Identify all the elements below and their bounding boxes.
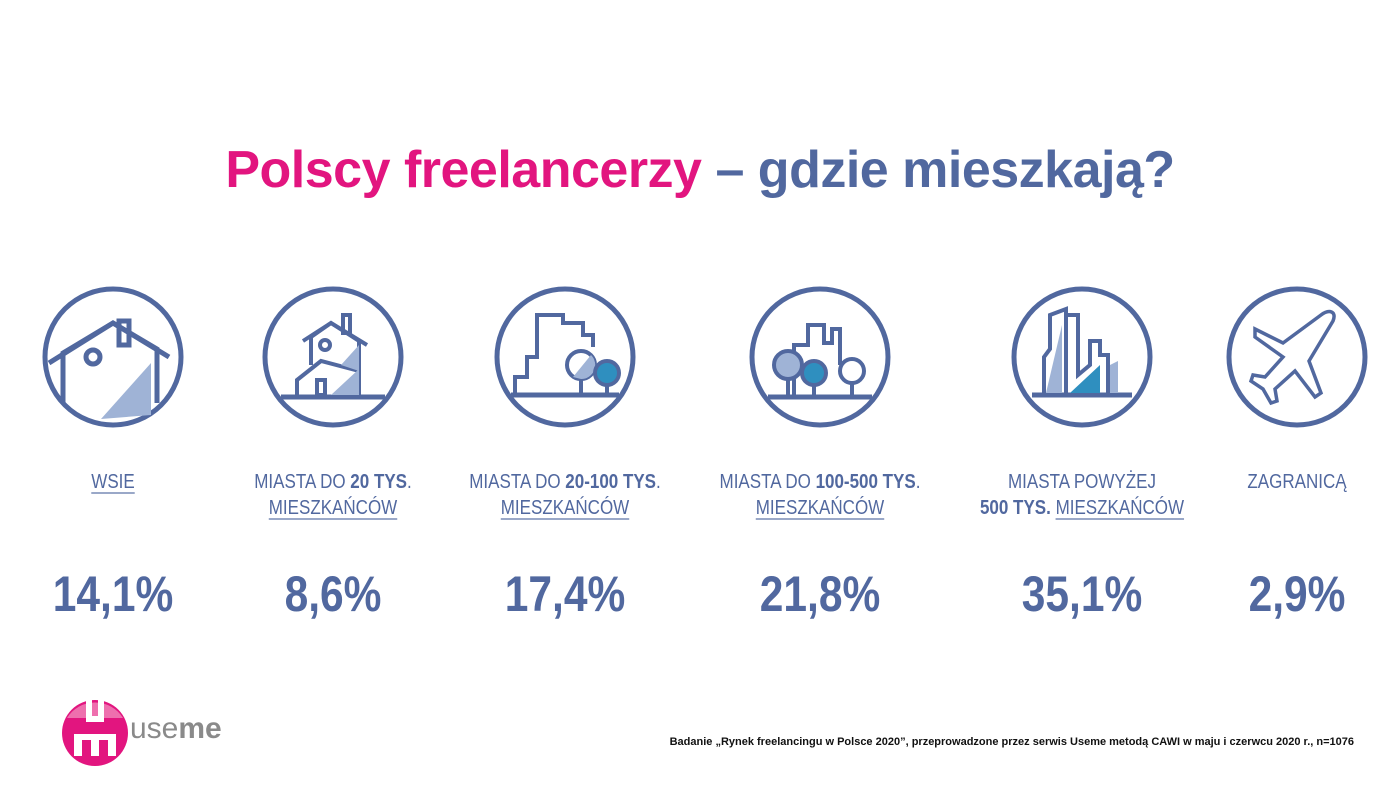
house-icon (42, 286, 184, 428)
category-label: MIASTA DO 20-100 TYS. MIESZKAŃCÓW (469, 471, 661, 519)
category-label: MIASTA DO 20 TYS. MIESZKAŃCÓW (254, 471, 412, 519)
category-label: MIASTA DO 100-500 TYS. MIESZKAŃCÓW (719, 471, 921, 519)
category-percentage: 21,8% (759, 566, 881, 622)
category-percentage: 14,1% (52, 566, 174, 622)
useme-logo (62, 700, 128, 766)
category-label: WSIE (91, 471, 135, 493)
category-label: ZAGRANICĄ (1247, 471, 1347, 493)
category-percentage: 2,9% (1248, 566, 1346, 622)
category-percentage: 35,1% (1021, 566, 1143, 622)
category-label: MIASTA POWYŻEJ 500 TYS. MIESZKAŃCÓW (979, 471, 1185, 519)
category-4: MIASTA POWYŻEJ 500 TYS. MIESZKAŃCÓW 35,1% (952, 285, 1212, 622)
category-3: MIASTA DO 100-500 TYS. MIESZKAŃCÓW 21,8% (690, 285, 950, 622)
logo-wordmark: useme (130, 712, 222, 745)
category-percentage: 17,4% (504, 566, 626, 622)
title-part-pink: Polscy freelancerzy (225, 141, 702, 199)
category-5: ZAGRANICĄ 2,9% (1167, 285, 1400, 622)
title-part-blue: – gdzie mieszkają? (715, 141, 1175, 199)
category-percentage: 8,6% (284, 566, 382, 622)
category-0: WSIE 14,1% (0, 285, 243, 622)
footnote-source: Badanie „Rynek freelancingu w Polsce 202… (669, 736, 1354, 748)
page-title: Polscy freelancerzy – gdzie mieszkają? (0, 140, 1400, 200)
small-town-house-icon (262, 286, 404, 428)
town-building-icon (494, 286, 636, 428)
category-1: MIASTA DO 20 TYS. MIESZKAŃCÓW 8,6% (203, 285, 463, 622)
airplane-icon (1226, 286, 1368, 428)
skyscrapers-icon (1011, 286, 1153, 428)
city-trees-icon (749, 286, 891, 428)
category-2: MIASTA DO 20-100 TYS. MIESZKAŃCÓW 17,4% (435, 285, 695, 622)
